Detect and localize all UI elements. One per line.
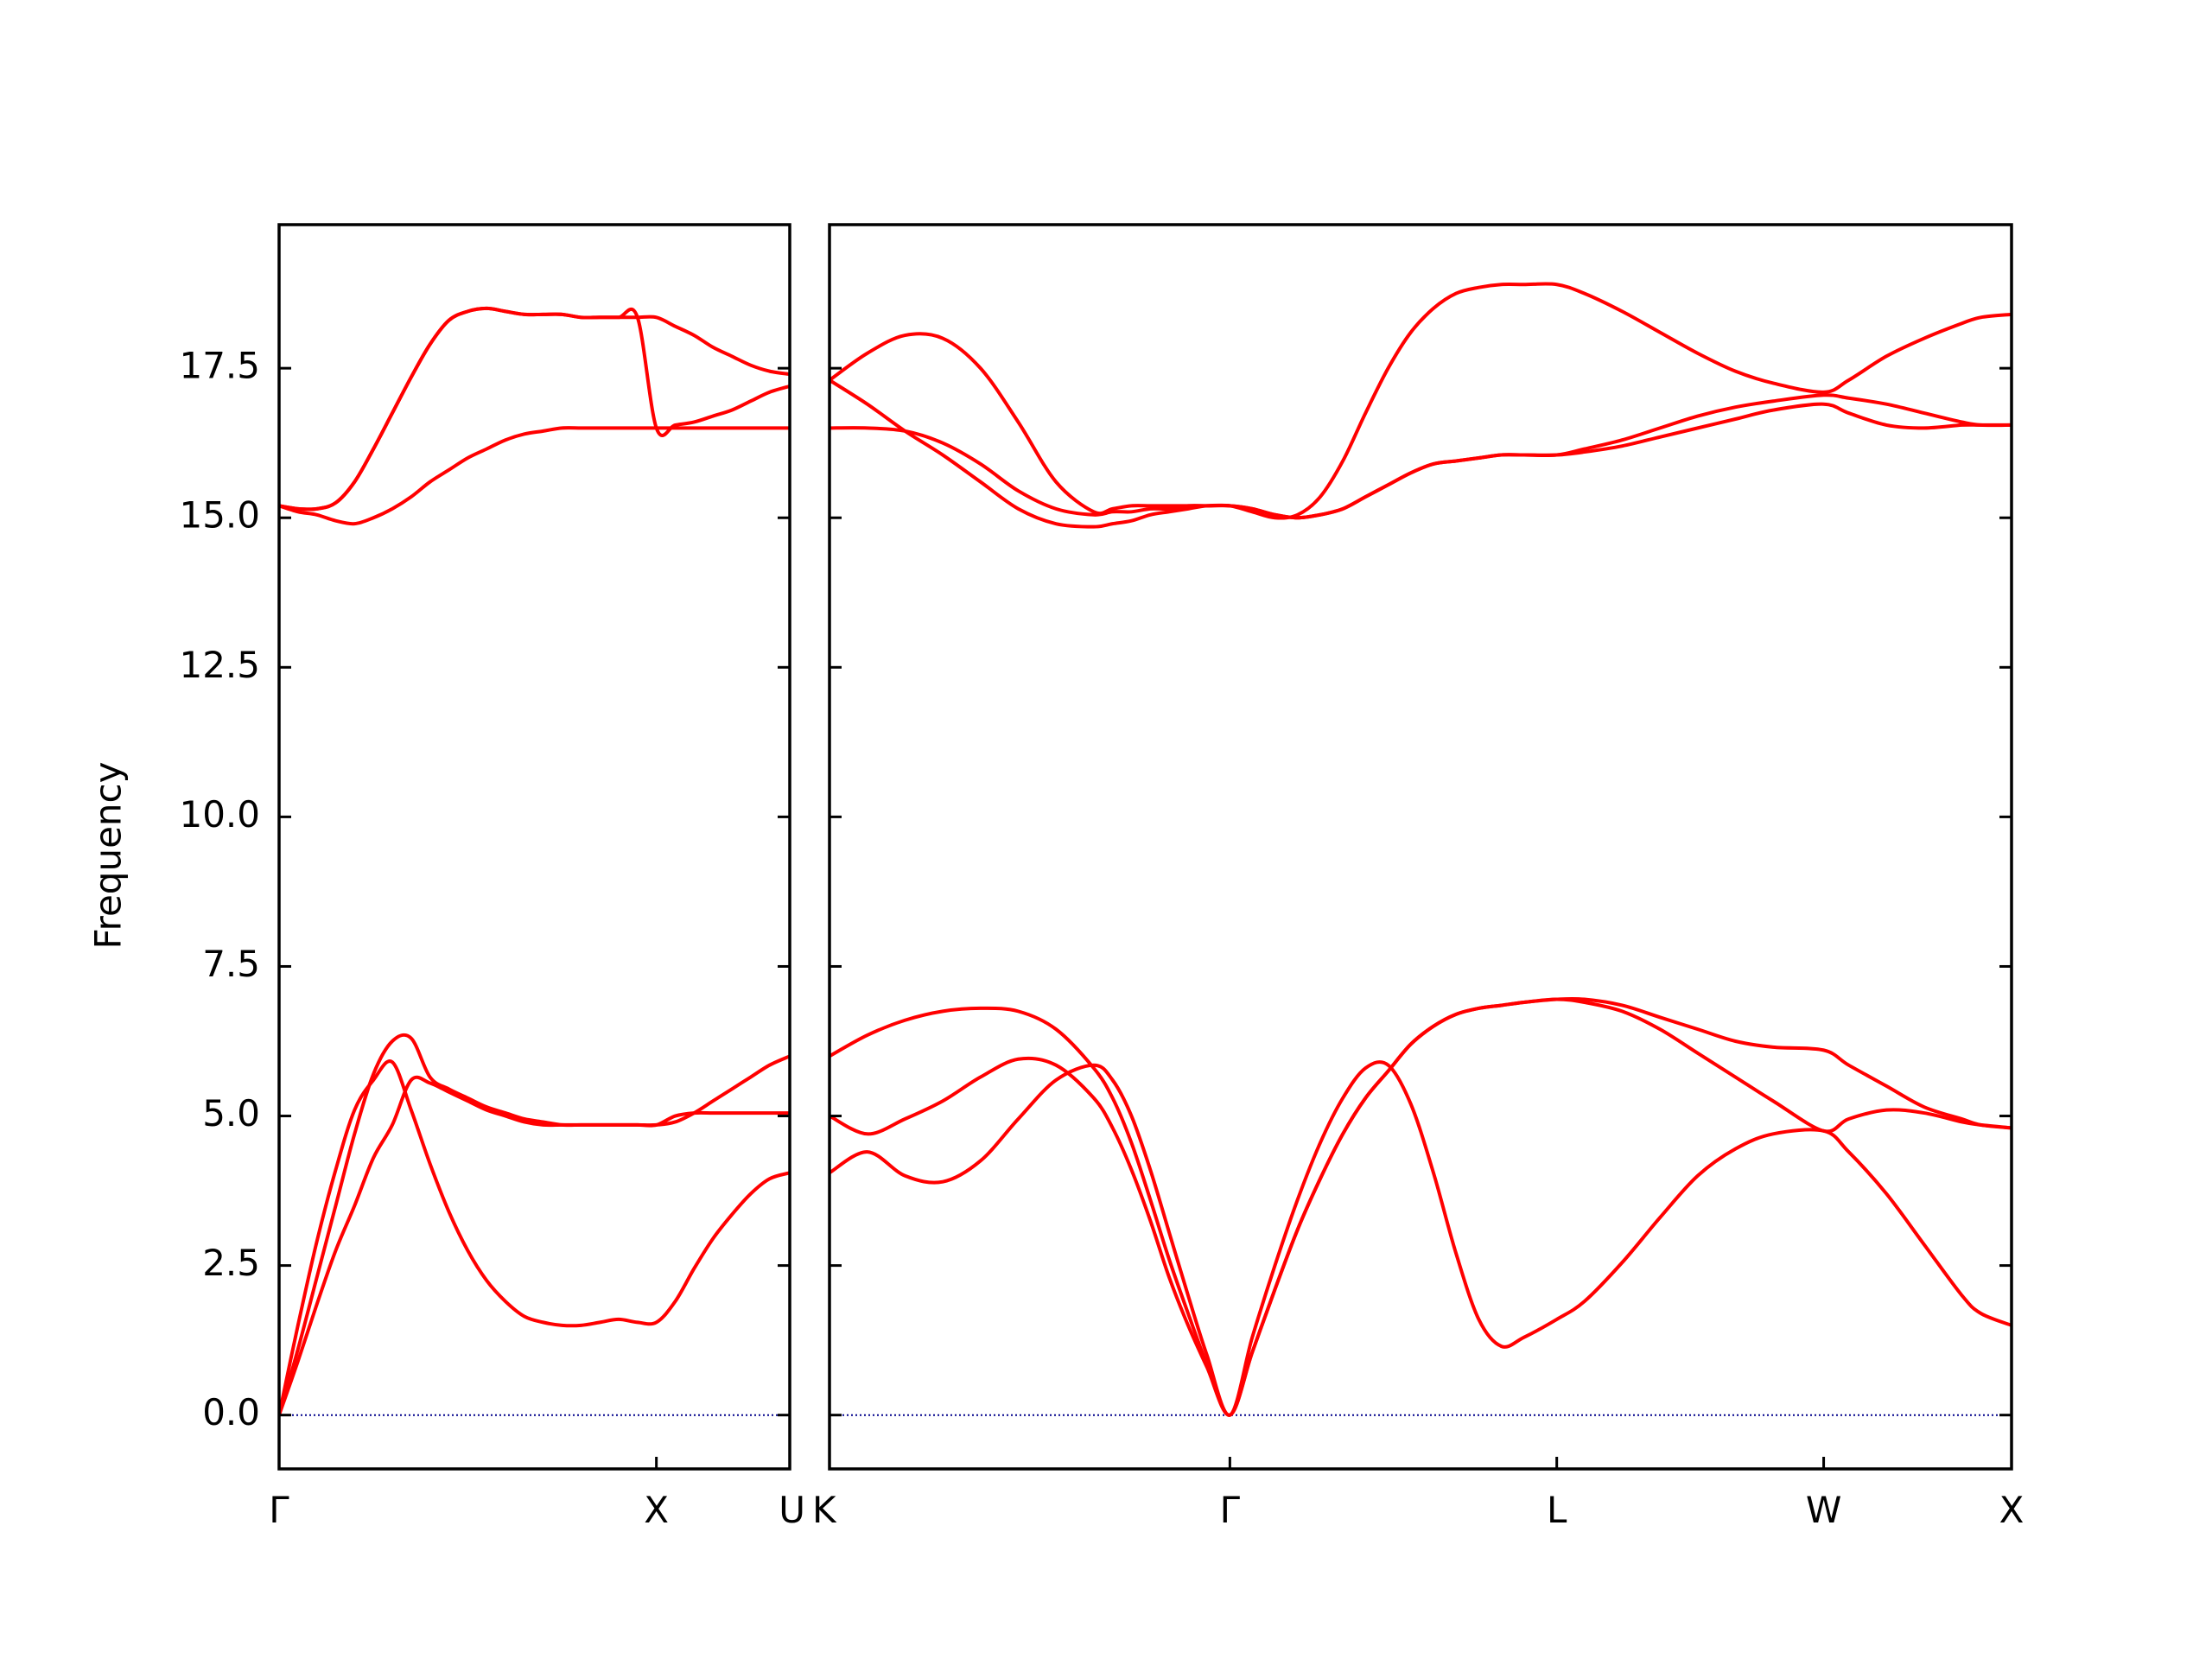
- band-line: [279, 1075, 790, 1417]
- x-tick-label: L: [1547, 1489, 1567, 1531]
- x-tick-label: X: [644, 1489, 669, 1531]
- band-line: [279, 306, 790, 512]
- x-tick-label: K: [812, 1489, 837, 1531]
- band-line: [830, 282, 2012, 520]
- chart-panels: 0.0 2.5 5.0 7.5 10.0 12.5 15.0 17.5 Γ X U K Γ L W X: [179, 223, 2024, 1531]
- y-tick-label: 7.5: [202, 943, 260, 985]
- y-tick-label: 10.0: [179, 793, 260, 836]
- y-tick-label: 2.5: [202, 1242, 260, 1284]
- band-group: [830, 282, 2012, 1417]
- band-line: [830, 1060, 2012, 1417]
- band-line: [279, 426, 790, 526]
- y-tick-label: 15.0: [179, 494, 260, 537]
- x-tick-label: W: [1806, 1489, 1842, 1531]
- x-tick-label: X: [1999, 1489, 2024, 1531]
- panel-frame: [277, 223, 791, 1471]
- band-line: [830, 996, 2012, 1417]
- panel-frame: [828, 223, 2013, 1471]
- y-tick-label: 5.0: [202, 1092, 260, 1135]
- x-tick-label: Γ: [269, 1489, 289, 1531]
- band-line: [830, 393, 2012, 520]
- band-line: [830, 997, 2012, 1417]
- x-tick-label: Γ: [1220, 1489, 1241, 1531]
- y-tick-label: 17.5: [179, 345, 260, 387]
- y-tick-label: 12.5: [179, 644, 260, 686]
- band-line: [279, 1059, 790, 1417]
- y-axis-label: Frequency: [87, 762, 130, 950]
- panel-left: 0.0 2.5 5.0 7.5 10.0 12.5 15.0 17.5 Γ X U: [179, 223, 805, 1531]
- band-group: [279, 306, 790, 1417]
- y-tick-label: 0.0: [202, 1391, 260, 1433]
- band-line: [279, 1033, 790, 1417]
- x-tick-label: U: [779, 1489, 805, 1531]
